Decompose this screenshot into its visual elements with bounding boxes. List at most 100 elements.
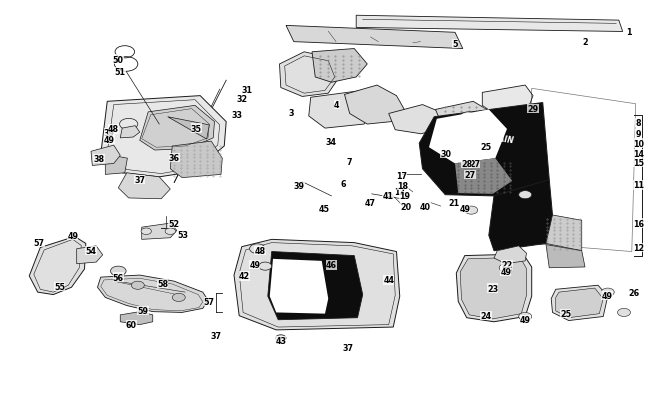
- Text: 8: 8: [636, 119, 641, 128]
- Text: 51: 51: [115, 68, 125, 77]
- Text: 45: 45: [318, 204, 329, 213]
- Text: 46: 46: [326, 261, 337, 270]
- Circle shape: [499, 264, 512, 272]
- Polygon shape: [546, 215, 582, 251]
- Text: 59: 59: [138, 307, 148, 315]
- Text: 49: 49: [500, 267, 511, 276]
- Text: 53: 53: [178, 230, 188, 239]
- Text: 2: 2: [582, 38, 588, 47]
- Polygon shape: [29, 237, 86, 295]
- Text: 25: 25: [480, 143, 492, 152]
- Text: 55: 55: [55, 282, 65, 291]
- Polygon shape: [77, 246, 103, 264]
- Text: 4: 4: [334, 101, 339, 110]
- Text: 22: 22: [501, 261, 513, 270]
- Text: 43: 43: [276, 337, 286, 345]
- Text: 49: 49: [250, 260, 260, 269]
- Polygon shape: [234, 240, 400, 330]
- Text: 16: 16: [633, 219, 644, 228]
- Text: 17: 17: [396, 172, 407, 181]
- Circle shape: [141, 228, 151, 235]
- Text: 37: 37: [343, 343, 353, 352]
- Text: 49: 49: [104, 135, 114, 144]
- Text: 37: 37: [135, 176, 145, 185]
- Text: 52: 52: [168, 219, 180, 228]
- Circle shape: [172, 294, 185, 302]
- Polygon shape: [105, 155, 127, 175]
- Polygon shape: [456, 254, 532, 322]
- Circle shape: [165, 228, 176, 235]
- Text: 3: 3: [289, 109, 294, 118]
- Text: 10: 10: [633, 139, 644, 148]
- Text: 33: 33: [232, 111, 242, 120]
- Text: 56: 56: [113, 273, 124, 282]
- Text: 15: 15: [633, 158, 644, 167]
- Text: 47: 47: [365, 199, 376, 208]
- Text: 21: 21: [448, 198, 460, 207]
- Text: 49: 49: [68, 231, 78, 240]
- Polygon shape: [118, 173, 170, 199]
- Text: 7: 7: [346, 158, 352, 166]
- Polygon shape: [101, 96, 226, 177]
- Text: 57: 57: [34, 239, 44, 247]
- Text: 54: 54: [86, 247, 96, 256]
- Polygon shape: [455, 159, 512, 194]
- Polygon shape: [142, 224, 177, 240]
- Text: 34: 34: [326, 137, 337, 146]
- Text: 39: 39: [104, 129, 114, 138]
- Polygon shape: [286, 26, 463, 49]
- Polygon shape: [389, 105, 445, 134]
- Text: 60: 60: [126, 320, 136, 329]
- Text: 57: 57: [204, 297, 214, 306]
- Polygon shape: [489, 180, 552, 251]
- Polygon shape: [309, 91, 377, 129]
- Polygon shape: [556, 288, 603, 318]
- Text: 28: 28: [461, 160, 473, 169]
- Polygon shape: [170, 142, 222, 178]
- Text: 12: 12: [632, 243, 644, 252]
- Text: 27: 27: [469, 160, 480, 169]
- Text: 29: 29: [527, 105, 539, 114]
- Polygon shape: [280, 53, 339, 97]
- Text: 39: 39: [294, 182, 304, 191]
- Circle shape: [601, 288, 614, 296]
- Text: 24: 24: [480, 311, 492, 320]
- Circle shape: [131, 281, 144, 290]
- Text: 38: 38: [93, 155, 105, 164]
- Text: 50: 50: [113, 55, 124, 64]
- Text: 31: 31: [242, 85, 252, 94]
- Text: 36: 36: [169, 153, 179, 162]
- Text: 1: 1: [627, 28, 632, 37]
- Text: 30: 30: [441, 149, 451, 158]
- Text: 58: 58: [157, 279, 168, 288]
- Text: 9: 9: [636, 130, 641, 139]
- Polygon shape: [91, 146, 120, 166]
- Circle shape: [465, 207, 478, 215]
- Text: 19: 19: [399, 192, 410, 201]
- Circle shape: [250, 244, 265, 254]
- Text: 13: 13: [395, 188, 405, 197]
- Text: 44: 44: [384, 276, 394, 285]
- Text: 49: 49: [460, 205, 470, 213]
- Circle shape: [519, 313, 532, 321]
- Text: 35: 35: [191, 124, 202, 133]
- Text: 49: 49: [602, 291, 612, 300]
- Polygon shape: [140, 106, 214, 151]
- Circle shape: [519, 191, 532, 199]
- Text: 48: 48: [254, 247, 266, 256]
- Polygon shape: [120, 312, 153, 325]
- Circle shape: [460, 113, 476, 122]
- Polygon shape: [546, 245, 585, 268]
- Text: 25: 25: [560, 309, 571, 318]
- Text: 23: 23: [487, 284, 499, 293]
- Text: 26: 26: [628, 288, 640, 297]
- Polygon shape: [419, 103, 549, 196]
- Polygon shape: [168, 117, 209, 140]
- Text: 27: 27: [464, 171, 476, 179]
- Circle shape: [276, 335, 286, 341]
- Polygon shape: [270, 259, 328, 314]
- Text: 48: 48: [108, 125, 120, 134]
- Text: 14: 14: [633, 149, 644, 158]
- Polygon shape: [98, 275, 208, 313]
- Polygon shape: [551, 286, 608, 321]
